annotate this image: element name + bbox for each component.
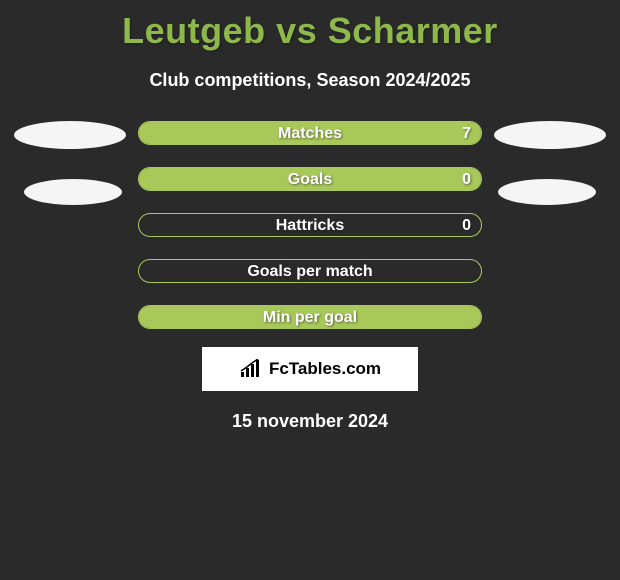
stat-label: Goals — [139, 168, 481, 191]
stat-bars: Matches 7 Goals 0 Hattricks 0 Goals per … — [138, 121, 482, 329]
stat-value: 7 — [462, 122, 471, 145]
page-title: Leutgeb vs Scharmer — [0, 0, 620, 52]
logo-text: FcTables.com — [269, 359, 381, 379]
stats-section: Matches 7 Goals 0 Hattricks 0 Goals per … — [0, 121, 620, 329]
subtitle: Club competitions, Season 2024/2025 — [0, 70, 620, 91]
left-player-col — [14, 121, 126, 205]
stat-bar-matches: Matches 7 — [138, 121, 482, 145]
stat-bar-goals-per-match: Goals per match — [138, 259, 482, 283]
player-badge-right-2 — [498, 179, 596, 205]
player-badge-left-2 — [24, 179, 122, 205]
chart-icon — [239, 359, 265, 379]
stat-value: 0 — [462, 214, 471, 237]
stat-label: Goals per match — [139, 260, 481, 283]
logo-box[interactable]: FcTables.com — [202, 347, 418, 391]
stat-label: Hattricks — [139, 214, 481, 237]
right-player-col — [494, 121, 606, 205]
player-badge-right-1 — [494, 121, 606, 149]
player-badge-left-1 — [14, 121, 126, 149]
stat-bar-goals: Goals 0 — [138, 167, 482, 191]
stat-bar-min-per-goal: Min per goal — [138, 305, 482, 329]
stat-label: Matches — [139, 122, 481, 145]
stat-value: 0 — [462, 168, 471, 191]
date-text: 15 november 2024 — [0, 411, 620, 432]
stat-label: Min per goal — [139, 306, 481, 329]
stat-bar-hattricks: Hattricks 0 — [138, 213, 482, 237]
